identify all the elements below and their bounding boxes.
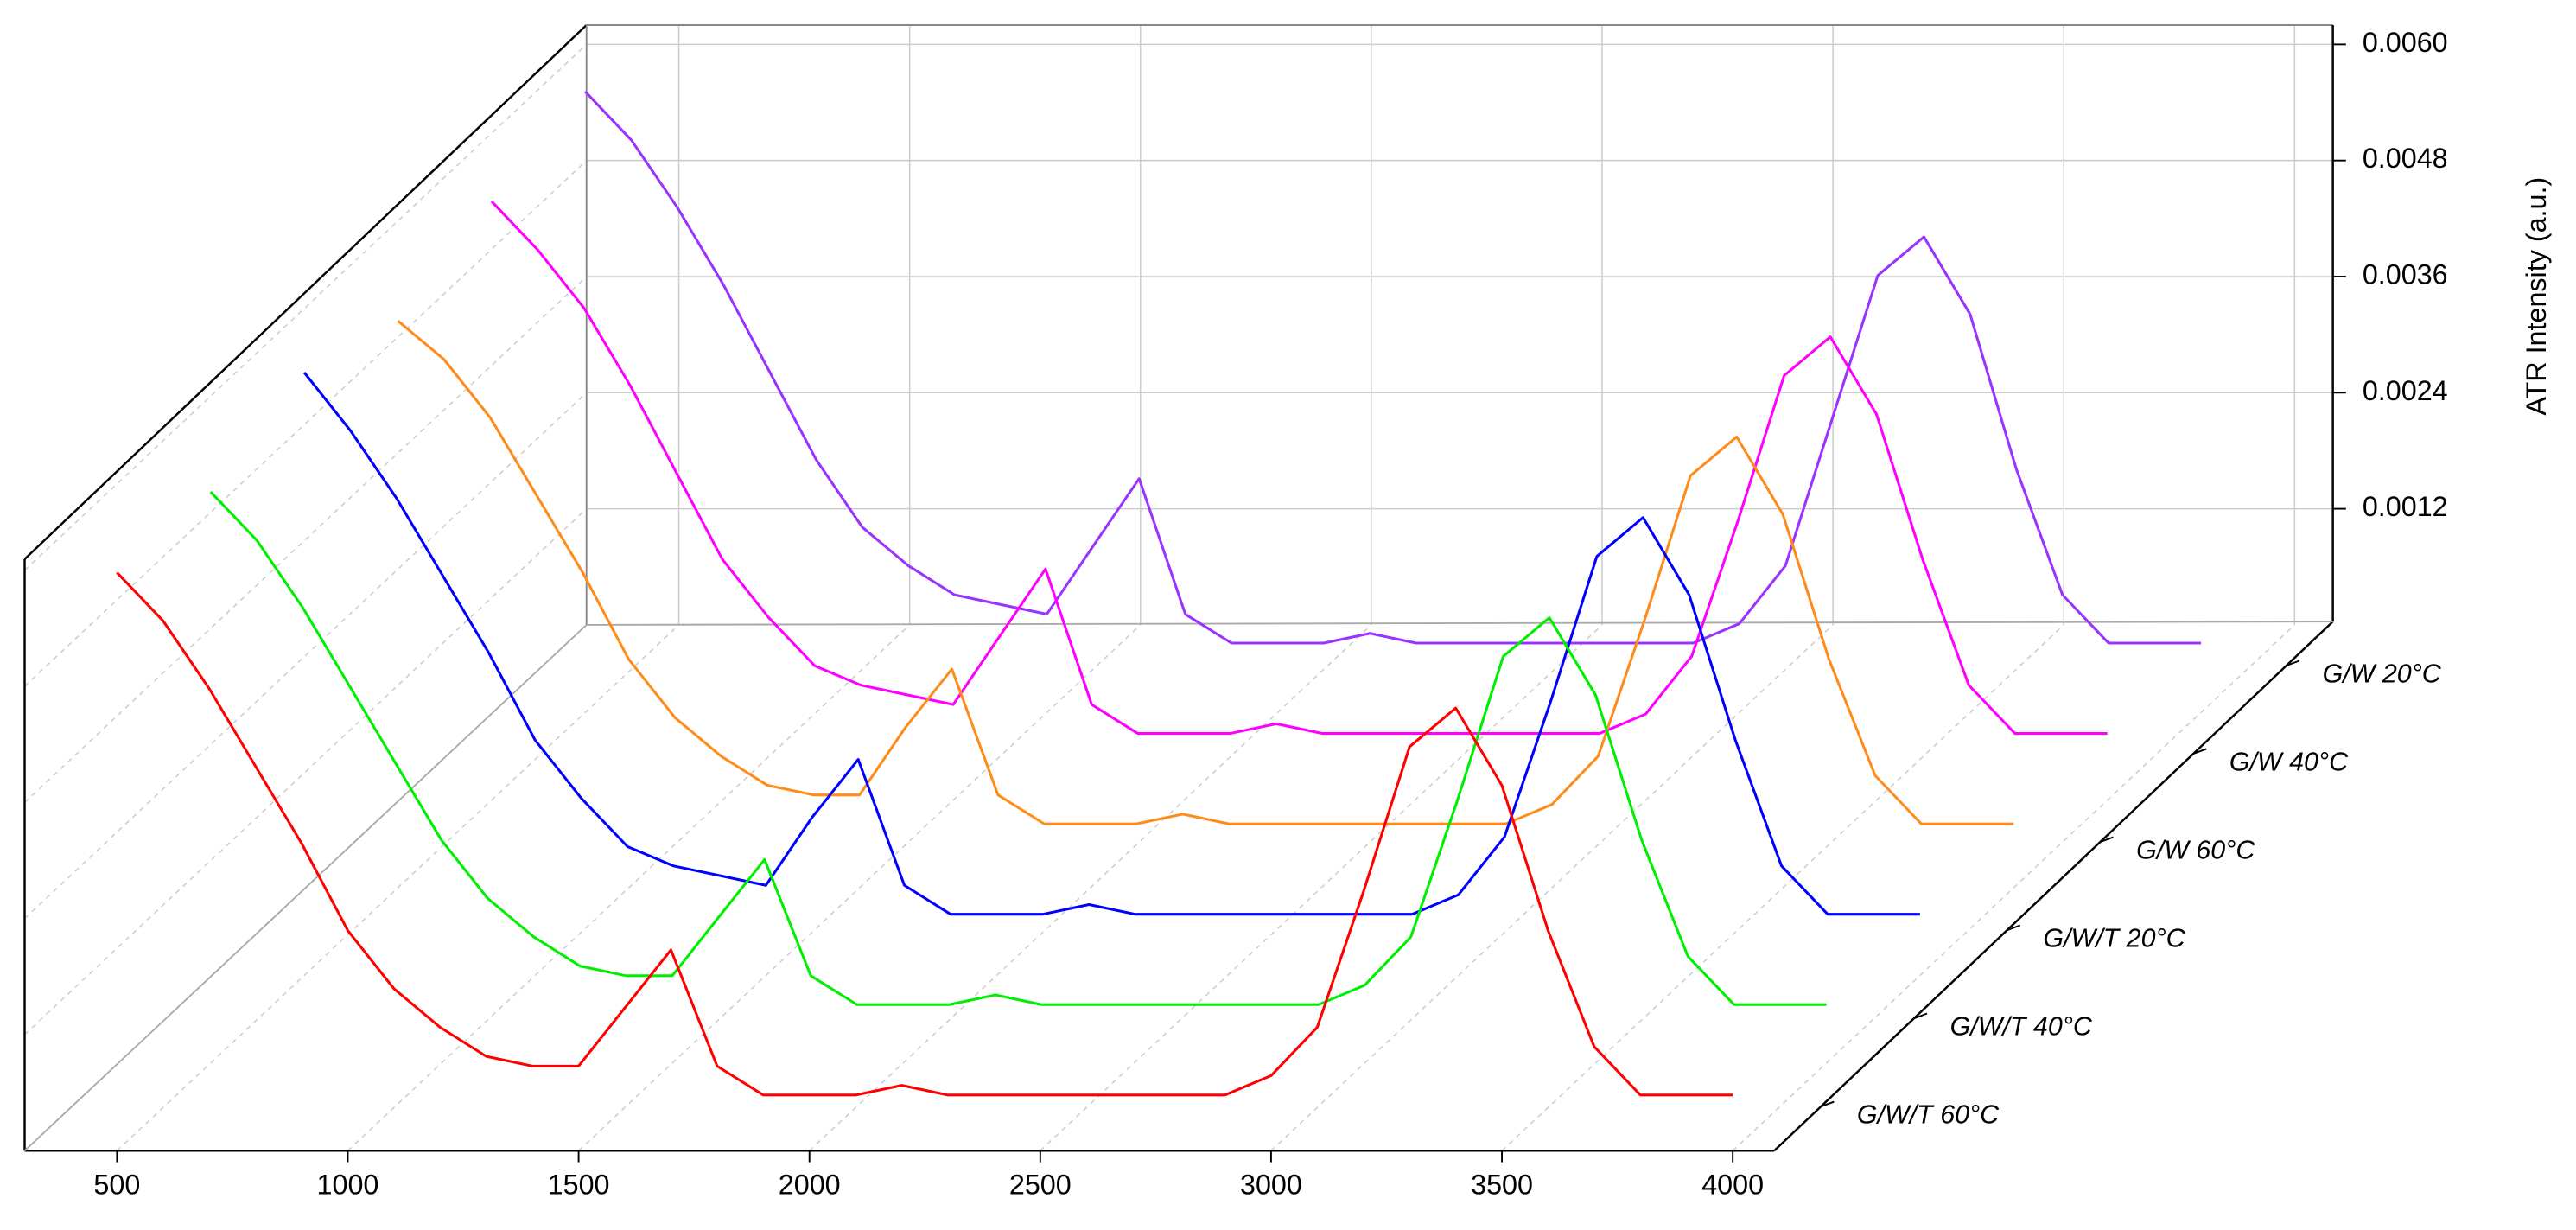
floor-left-edge <box>23 624 588 1151</box>
x-tick-label: 3500 <box>1471 1169 1533 1201</box>
y-tick-label: 0.0036 <box>2363 259 2448 290</box>
floor-back-edge <box>586 621 2333 626</box>
z-tick-label: G/W/T 20°C <box>2043 924 2185 953</box>
z-tick <box>1820 1100 1835 1108</box>
floor-grid-line <box>116 624 680 1151</box>
series-line <box>584 90 2201 645</box>
series-line <box>209 491 1827 1006</box>
axes-frame <box>23 24 2334 1152</box>
series-line <box>397 320 2014 825</box>
top-left-edge <box>23 24 588 560</box>
grid <box>23 24 2333 1151</box>
z-tick-label: G/W/T 60°C <box>1857 1100 2000 1130</box>
x-tick-label: 500 <box>93 1169 140 1201</box>
y-tick-label: 0.0060 <box>2363 27 2448 58</box>
floor-grid-line <box>1732 624 2295 1151</box>
x-tick-label: 4000 <box>1701 1169 1764 1201</box>
z-tick <box>2192 748 2207 755</box>
y-tick-label: 0.0012 <box>2363 491 2448 522</box>
floor-grid-line <box>578 624 1142 1151</box>
side-grid-line <box>23 160 588 687</box>
x-tick-label: 2500 <box>1009 1169 1072 1201</box>
z-tick <box>2007 924 2021 932</box>
series-line <box>116 571 1733 1097</box>
x-tick-label: 1500 <box>548 1169 610 1201</box>
z-axis-line <box>1773 621 2334 1152</box>
x-tick-label: 1000 <box>317 1169 379 1201</box>
y-tick-label: 0.0024 <box>2363 375 2448 406</box>
z-tick <box>2286 660 2300 667</box>
side-grid-line <box>23 276 588 803</box>
series-line <box>490 200 2108 736</box>
floor-grid-line <box>1270 624 1834 1151</box>
y-axis-title: ATR Intensity (a.u.) <box>2521 177 2552 416</box>
floor-grid-line <box>347 624 911 1151</box>
floor-grid-line <box>1501 624 2064 1151</box>
x-tick-label: 2000 <box>779 1169 841 1201</box>
floor-grid-line <box>1040 624 1603 1151</box>
side-grid-line <box>23 392 588 920</box>
side-grid-line <box>23 43 588 571</box>
z-tick <box>2099 836 2114 844</box>
x-tick-label: 3000 <box>1240 1169 1302 1201</box>
z-tick-label: G/W 20°C <box>2323 660 2442 689</box>
side-grid-line <box>23 508 588 1036</box>
series-line <box>302 371 1920 916</box>
z-tick-label: G/W 40°C <box>2229 748 2349 777</box>
z-tick-label: G/W/T 40°C <box>1950 1012 2093 1042</box>
z-tick-label: G/W 60°C <box>2136 836 2255 865</box>
y-tick-label: 0.0048 <box>2363 143 2448 174</box>
floor-grid-line <box>809 624 1372 1151</box>
z-tick <box>1913 1012 1928 1020</box>
